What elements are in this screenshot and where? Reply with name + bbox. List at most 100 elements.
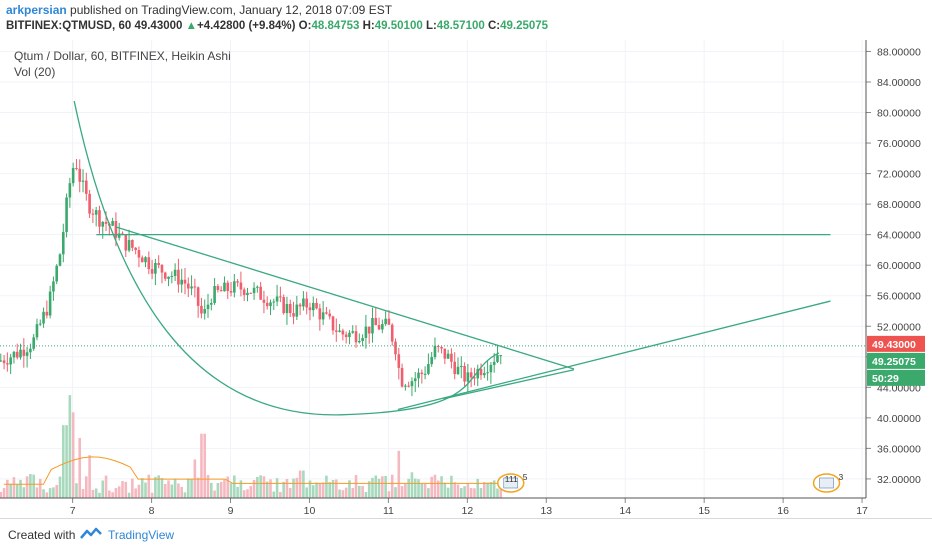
volume-bar	[144, 482, 147, 498]
volume-bar	[68, 395, 72, 498]
candle-body	[19, 349, 22, 358]
candle-body	[361, 337, 364, 342]
volume-bar	[25, 476, 29, 498]
volume-bar	[2, 488, 6, 498]
candle-body	[104, 221, 108, 224]
volume-bar	[55, 484, 59, 498]
candle-body	[226, 282, 230, 292]
candle-body	[101, 221, 105, 227]
candle-body	[223, 282, 226, 292]
candle-body	[463, 366, 466, 382]
volume-bar	[121, 481, 124, 498]
candle-body	[374, 318, 378, 326]
candle-body	[302, 298, 305, 307]
volume-bar	[456, 484, 460, 498]
candle-body	[443, 348, 447, 359]
candle-body	[272, 301, 276, 303]
tradingview-brand[interactable]: TradingView	[108, 528, 175, 542]
volume-bar	[318, 483, 322, 498]
volume-bar	[473, 488, 476, 498]
candle-body	[88, 193, 91, 214]
x-tick-label: 16	[777, 505, 789, 517]
candle-body	[134, 247, 137, 251]
candle-body	[206, 304, 210, 310]
volume-bar	[325, 475, 328, 498]
candle-body	[35, 324, 39, 338]
volume-bar	[9, 483, 12, 498]
symbol-label: BITFINEX:QTMUSD, 60	[6, 20, 132, 32]
candle-body	[81, 180, 85, 182]
volume-bar	[229, 483, 233, 498]
volume-bar	[315, 482, 318, 498]
candle-body	[78, 168, 82, 182]
candle-body	[98, 210, 101, 227]
close-value: 49.25075	[500, 20, 549, 32]
volume-bar	[423, 483, 427, 498]
candle-body	[288, 303, 292, 314]
volume-bar	[338, 489, 341, 498]
volume-bar	[496, 488, 499, 498]
volume-bar	[98, 492, 101, 498]
candle-body	[473, 377, 476, 379]
candle-body	[186, 283, 190, 289]
candle-body	[344, 334, 348, 338]
badge-count: 3	[839, 472, 844, 482]
volume-bar	[45, 492, 49, 498]
volume-bar	[65, 425, 68, 498]
volume-bar	[242, 490, 246, 498]
candle-body	[262, 299, 266, 303]
volume-bar	[160, 478, 164, 498]
candle-body	[404, 385, 407, 387]
volume-bar	[75, 483, 78, 498]
volume-bar	[450, 475, 453, 498]
author-name[interactable]: arkpersian	[6, 3, 67, 17]
candle-body	[479, 368, 483, 376]
volume-bar	[246, 489, 249, 498]
volume-bar	[134, 488, 137, 498]
candle-body	[318, 308, 322, 320]
candle-body	[446, 353, 450, 359]
volume-bar	[78, 438, 82, 498]
volume-bar	[483, 482, 486, 498]
high-value: 49.50100	[374, 20, 423, 32]
volume-bar	[81, 488, 85, 498]
volume-bar	[265, 481, 269, 498]
y-tick-label: 52.00000	[877, 321, 921, 333]
ohlc-header: BITFINEX:QTMUSD, 60 49.43000 ▲+4.42800 (…	[6, 20, 548, 32]
candle-body	[476, 368, 480, 379]
candle-body	[377, 325, 381, 330]
candle-body	[131, 240, 134, 248]
volume-bar	[377, 478, 381, 498]
volume-bar	[446, 487, 450, 498]
candle-body	[127, 240, 131, 251]
volume-bar	[206, 475, 210, 498]
candle-body	[334, 330, 338, 332]
candles	[0, 158, 503, 397]
volume-bar	[127, 492, 131, 498]
last-price-label-bg	[867, 335, 925, 352]
volume-bar	[417, 479, 420, 498]
candle-body	[427, 364, 430, 374]
chart-labels: Qtum / Dollar, 60, BITFINEX, Heikin Ashi…	[0, 49, 925, 493]
volume-bar	[466, 483, 470, 498]
volume-bar	[374, 475, 378, 498]
candle-body	[200, 305, 203, 314]
volume-bar	[167, 480, 170, 498]
volume-bar	[279, 491, 282, 498]
candle-body	[397, 354, 401, 368]
volume-bar	[19, 479, 22, 498]
candle-body	[160, 264, 164, 273]
price-chart[interactable]: 88.00000 84.00000 80.00000 76.00000 72.00000…	[0, 40, 932, 518]
candle-body	[410, 381, 414, 387]
volume-bar	[203, 433, 207, 498]
volume-bar	[311, 485, 315, 498]
volume-bar	[269, 479, 272, 498]
volume-bar	[328, 482, 332, 498]
volume-bar	[331, 479, 335, 498]
candle-body	[65, 197, 68, 233]
candle-body	[315, 302, 318, 309]
volume-bar	[190, 479, 193, 498]
candle-body	[351, 331, 355, 333]
volume-bar	[213, 490, 216, 498]
x-tick-label: 10	[304, 505, 316, 517]
